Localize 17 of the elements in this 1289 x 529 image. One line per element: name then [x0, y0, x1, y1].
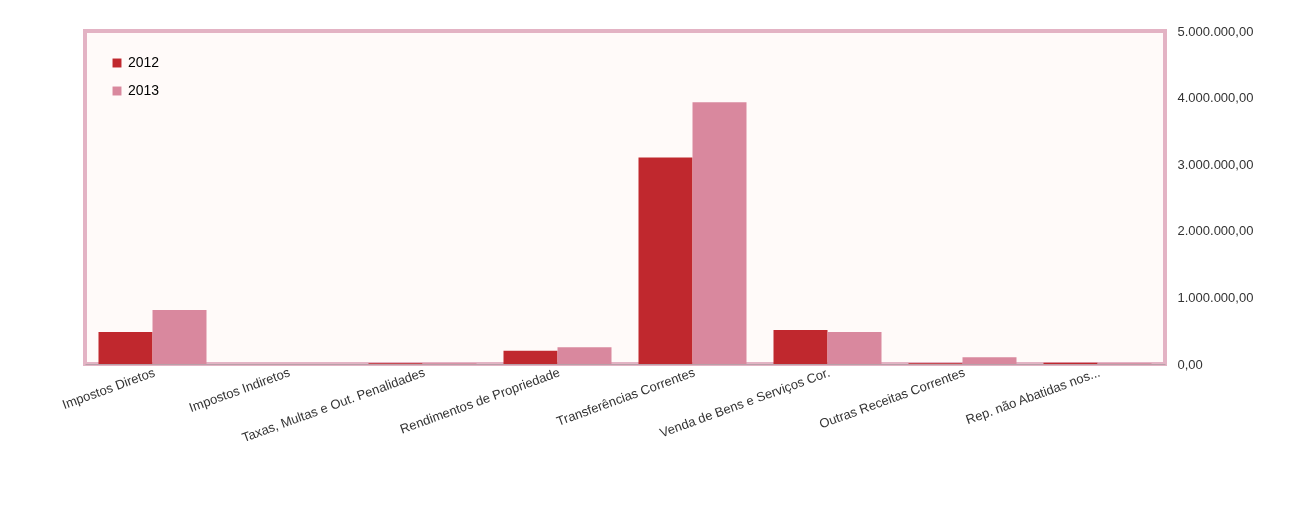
y-tick-label: 0,00 [1177, 356, 1203, 372]
y-tick-label: 5.000.000,00 [1177, 23, 1254, 39]
legend-label: 2013 [128, 82, 160, 98]
y-tick-label: 2.000.000,00 [1177, 223, 1254, 239]
bar [98, 332, 153, 364]
y-tick-label: 3.000.000,00 [1177, 156, 1254, 172]
y-tick-label: 1.000.000,00 [1177, 289, 1254, 305]
bar [503, 350, 558, 364]
bar [638, 157, 693, 364]
bar [773, 330, 828, 364]
legend-label: 2012 [128, 54, 160, 70]
y-tick-label: 4.000.000,00 [1177, 90, 1254, 106]
bar [827, 332, 882, 364]
bar [962, 357, 1017, 364]
bar [152, 310, 207, 364]
bar [557, 347, 612, 364]
bar [692, 102, 747, 364]
